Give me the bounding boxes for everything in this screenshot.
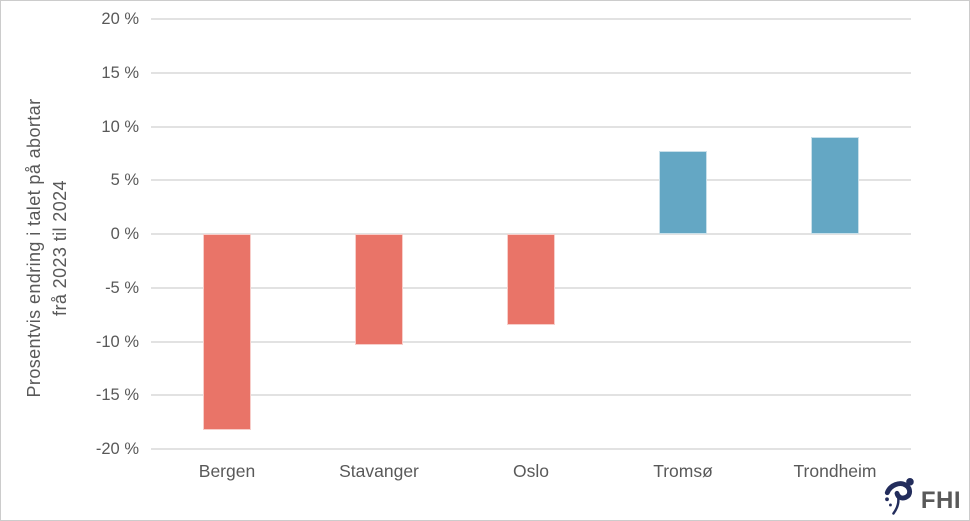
- fhi-logo: FHI: [884, 477, 961, 515]
- gridline-5: [151, 179, 911, 182]
- y-tick-label-20: 20 %: [101, 10, 139, 28]
- y-tick-label--15: -15 %: [95, 386, 139, 405]
- bar-tromso: [659, 151, 707, 234]
- y-tick-label-5: 5 %: [110, 171, 139, 190]
- gridline--10: [151, 340, 911, 343]
- y-tick-label-0: 0 %: [110, 225, 139, 243]
- y-tick-label-10: 10 %: [101, 117, 139, 136]
- x-axis-label-tromso: Tromsø: [653, 461, 713, 481]
- fhi-logo-text: FHI: [920, 487, 961, 514]
- bar-stavanger: [355, 234, 403, 345]
- y-tick-label--10: -10 %: [95, 332, 139, 351]
- bar-trondheim: [811, 137, 859, 234]
- y-tick-label--20: -20 %: [95, 440, 139, 458]
- x-axis-label-oslo: Oslo: [513, 461, 549, 481]
- y-tick-label--5: -5 %: [105, 278, 139, 297]
- gridline--15: [151, 394, 911, 397]
- x-axis-label-trondheim: Trondheim: [793, 461, 877, 481]
- bar-oslo: [507, 234, 555, 326]
- bar-bergen: [203, 234, 251, 430]
- gridline-10: [151, 125, 911, 128]
- plot-area: [151, 18, 911, 450]
- x-axis-label-bergen: Bergen: [198, 461, 256, 481]
- x-axis-label-stavanger: Stavanger: [339, 461, 419, 481]
- y-tick-label-15: 15 %: [101, 63, 139, 82]
- gridline-20: [151, 18, 911, 20]
- gridline-15: [151, 71, 911, 74]
- gridline--20: [151, 448, 911, 450]
- fhi-logo-icon: [884, 478, 914, 515]
